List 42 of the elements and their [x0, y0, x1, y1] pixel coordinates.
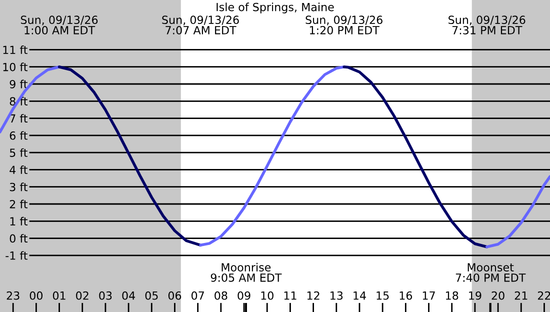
y-tick-label: 11 ft [3, 45, 28, 54]
x-tick-label: 09 [238, 291, 250, 300]
x-tick-label: 15 [376, 292, 389, 300]
x-tick-label: 19 [469, 291, 482, 300]
y-tick-label: 9 ft [10, 80, 28, 88]
x-tick-label: 22 [538, 291, 550, 300]
x-tick-label: 18 [446, 291, 458, 300]
annotation: Sun, 09/13/26 1:00 AM EDT [20, 16, 98, 34]
annotation: Moonset 7:40 PM EDT [456, 263, 526, 282]
x-tick-label: 23 [6, 291, 20, 300]
y-tick-label: 5 ft [10, 148, 28, 157]
chart-title: Isle of Springs, Maine [216, 2, 334, 14]
y-tick-label: 0 ft [10, 234, 28, 243]
y-tick-label: 6 ft [10, 131, 28, 140]
y-tick-label: 3 ft [10, 182, 28, 192]
x-tick-label: 10 [261, 291, 274, 300]
x-tick-label: 01 [52, 291, 66, 300]
annotation: Moonrise 9:05 AM EDT [210, 262, 282, 282]
x-tick-label: 11 [284, 292, 296, 300]
y-tick-label: 2 ft [10, 200, 28, 208]
y-tick-label: 4 ft [10, 165, 28, 174]
x-tick-label: 17 [422, 292, 435, 300]
x-tick-label: 02 [76, 291, 88, 300]
x-tick-label: 16 [400, 291, 412, 300]
annotation: Sun, 09/13/26 7:31 PM EDT [448, 16, 526, 34]
x-tick-label: 06 [168, 291, 182, 300]
annotation: Sun, 09/13/26 7:07 AM EDT [162, 16, 239, 34]
x-tick-label: 07 [191, 291, 204, 300]
x-tick-label: 03 [99, 291, 112, 300]
x-tick-label: 04 [122, 291, 135, 300]
x-tick-label: 08 [214, 291, 228, 300]
x-tick-label: 14 [354, 292, 366, 300]
x-tick-label: 20 [492, 291, 504, 300]
x-tick-label: 13 [330, 291, 343, 300]
y-tick-label: 10 ft [3, 62, 28, 72]
annotation: Sun, 09/13/26 1:20 PM EDT [306, 16, 382, 34]
x-tick-label: 05 [145, 291, 158, 300]
y-tick-label: 1 ft [10, 216, 28, 226]
x-tick-label: 00 [30, 291, 43, 300]
x-tick-label: 21 [514, 291, 528, 300]
y-tick-label: -1 ft [6, 251, 28, 260]
x-tick-label: 12 [307, 291, 320, 300]
